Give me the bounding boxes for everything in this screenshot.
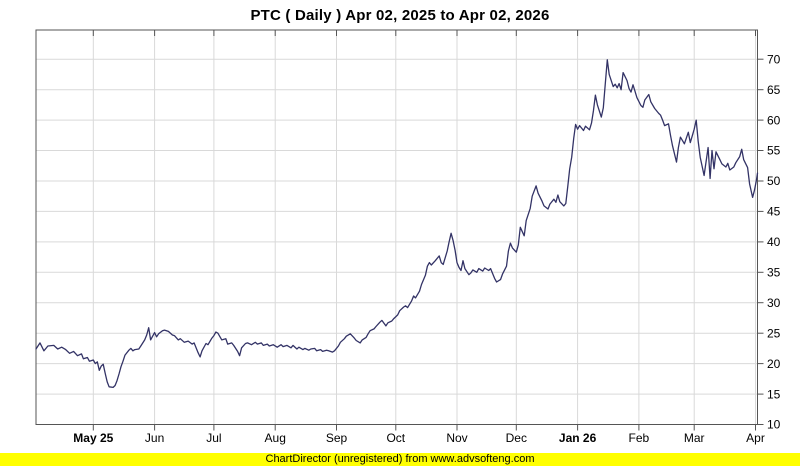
watermark-text: ChartDirector (unregistered) from www.ad… bbox=[265, 453, 535, 465]
svg-text:55: 55 bbox=[767, 144, 781, 158]
gridlines bbox=[36, 30, 758, 425]
svg-text:Dec: Dec bbox=[506, 431, 527, 445]
svg-text:Aug: Aug bbox=[265, 431, 286, 445]
axis-ticks bbox=[92, 30, 764, 431]
svg-text:60: 60 bbox=[767, 113, 781, 127]
svg-text:May 25: May 25 bbox=[73, 431, 113, 445]
svg-text:25: 25 bbox=[767, 326, 781, 340]
svg-text:30: 30 bbox=[767, 296, 781, 310]
svg-text:Feb: Feb bbox=[629, 431, 650, 445]
svg-text:65: 65 bbox=[767, 83, 781, 97]
price-line bbox=[35, 59, 759, 389]
plot-border bbox=[35, 29, 758, 425]
svg-text:Oct: Oct bbox=[386, 431, 405, 445]
svg-text:Nov: Nov bbox=[446, 431, 467, 445]
svg-text:45: 45 bbox=[767, 205, 781, 219]
svg-text:50: 50 bbox=[767, 174, 781, 188]
svg-text:Sep: Sep bbox=[326, 431, 348, 445]
svg-text:Apr: Apr bbox=[746, 431, 765, 445]
svg-text:Jan 26: Jan 26 bbox=[559, 431, 597, 445]
svg-text:Jul: Jul bbox=[206, 431, 221, 445]
svg-text:20: 20 bbox=[767, 357, 781, 371]
watermark-banner: ChartDirector (unregistered) from www.ad… bbox=[0, 453, 800, 466]
svg-text:70: 70 bbox=[767, 52, 781, 66]
svg-text:10: 10 bbox=[767, 418, 781, 432]
x-axis-labels: May 25 Jun Jul Aug Sep Oct Nov Dec Jan 26 Feb Mar A… bbox=[73, 431, 765, 445]
chart-title: PTC ( Daily ) Apr 02, 2025 to Apr 02, 20… bbox=[250, 7, 550, 24]
svg-text:40: 40 bbox=[767, 235, 781, 249]
svg-text:15: 15 bbox=[767, 387, 781, 401]
svg-text:Mar: Mar bbox=[684, 431, 705, 445]
svg-text:35: 35 bbox=[767, 266, 781, 280]
y-axis-labels: 10 15 20 25 30 35 40 45 50 55 60 65 70 bbox=[767, 52, 781, 431]
svg-text:Jun: Jun bbox=[145, 431, 164, 445]
